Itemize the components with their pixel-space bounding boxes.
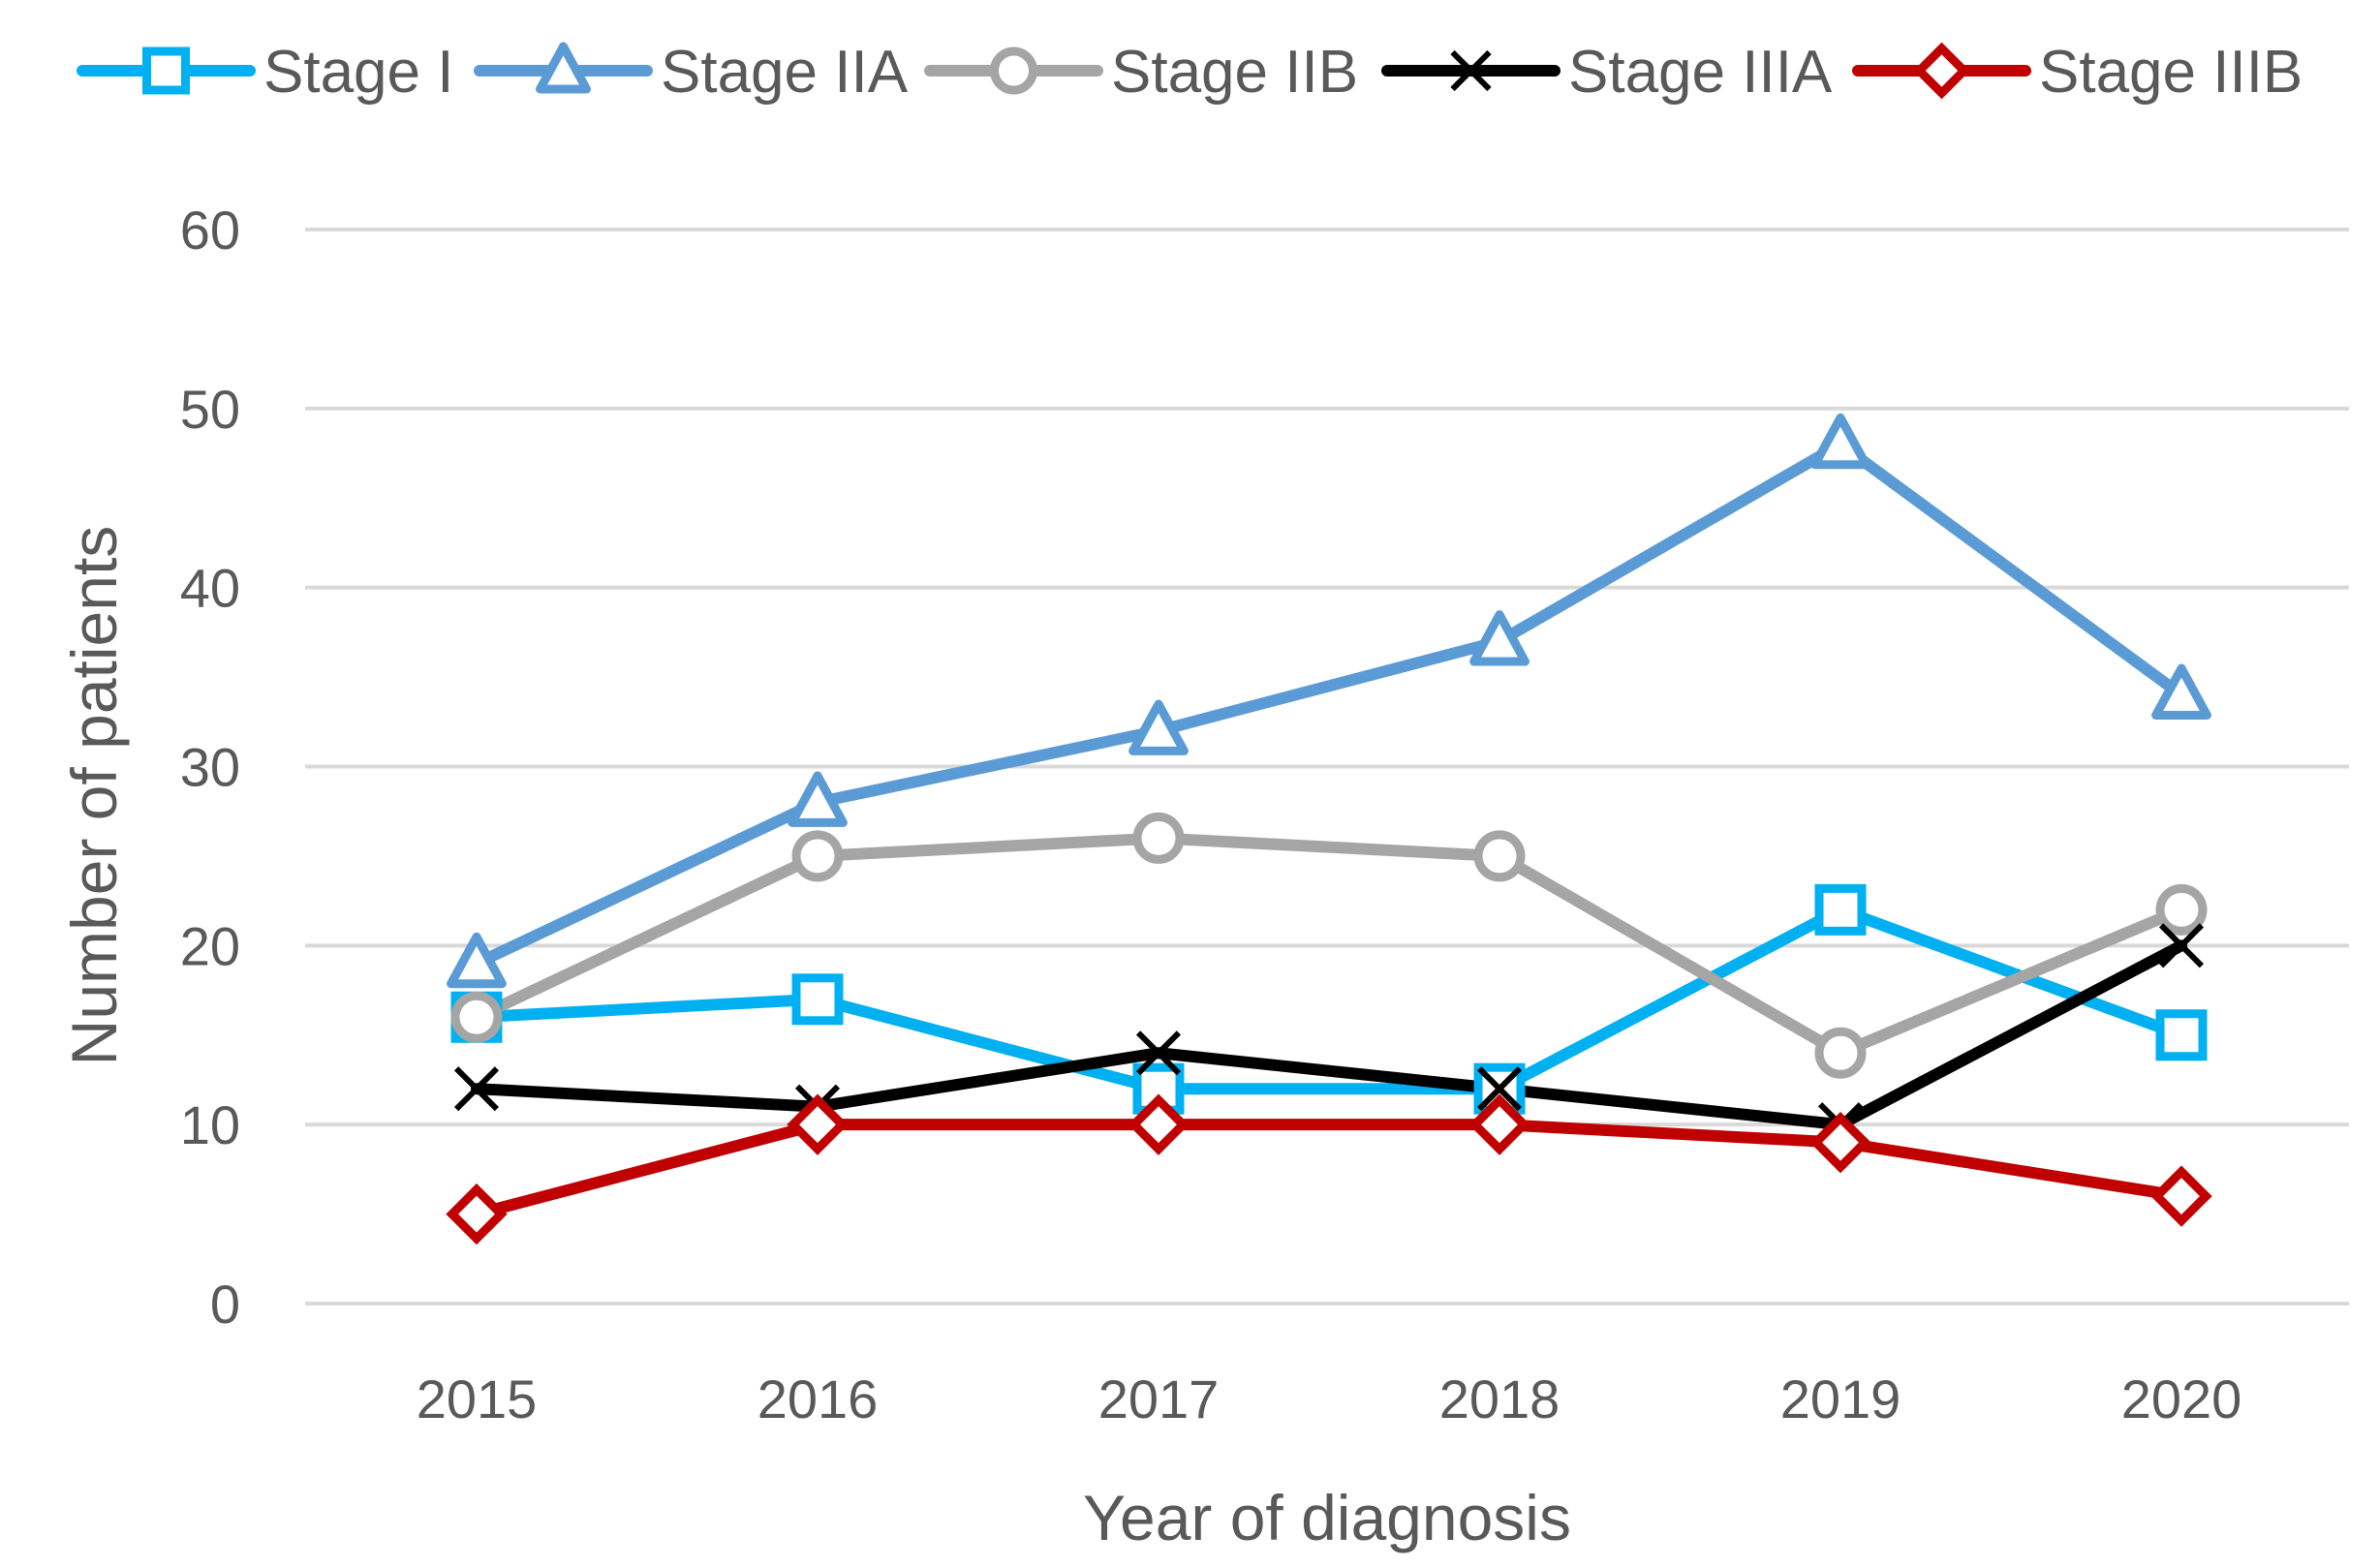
x-stroke (1450, 49, 1492, 92)
y-tick-label: 40 (180, 558, 240, 619)
legend-entry-stage-iia: Stage IIA (474, 39, 909, 106)
series-markers-stage-iia (447, 413, 2211, 989)
legend-label: Stage IIA (661, 39, 909, 106)
series-line-stage-i (471, 904, 2187, 1095)
data-point-stage-iiia-2015 (453, 1066, 500, 1112)
data-point-stage-iiib-2017 (1128, 1093, 1190, 1155)
legend-label: Stage IIIB (2039, 39, 2303, 106)
x-tick-label: 2020 (2121, 1368, 2242, 1430)
series-markers-stage-iiia (453, 923, 2205, 1148)
data-point-stage-iia-2017 (1128, 699, 1189, 755)
x-stroke (2158, 923, 2205, 968)
data-point-stage-iib-2019 (1814, 1027, 1867, 1079)
legend-marker-stage-iiia (1450, 49, 1492, 92)
data-point-stage-iiia-2018 (1476, 1066, 1523, 1112)
x-axis-ticks: 2015 2016 2017 2018 2019 2020 (417, 1368, 2242, 1430)
data-point-stage-iib-2018 (1473, 830, 1526, 882)
gridlines (305, 228, 2349, 1306)
data-point-stage-i-2017 (1132, 1062, 1185, 1115)
series-line-stage-iiib (471, 1119, 2187, 1220)
data-point-stage-iib-2017 (1132, 812, 1185, 864)
data-point-stage-iiib-2016 (787, 1093, 849, 1155)
series-markers (446, 413, 2212, 1245)
x-axis-title: Year of diagnosis (1083, 1482, 1571, 1553)
x-tick-label: 2016 (757, 1368, 879, 1430)
legend-marker-stage-iiib (1913, 42, 1970, 100)
data-point-stage-i-2020 (2155, 1009, 2208, 1061)
series-line-stage-iia (471, 438, 2187, 969)
y-axis-title: Number of patients (58, 526, 130, 1066)
data-point-stage-iia-2015 (447, 932, 507, 989)
series-markers-stage-iiib (446, 1093, 2212, 1245)
x-stroke (1135, 1030, 1182, 1076)
data-point-stage-iib-2020 (2155, 883, 2208, 936)
y-tick-label: 20 (180, 915, 240, 976)
data-point-stage-iia-2020 (2151, 663, 2211, 720)
legend-entry-stage-iiib: Stage IIIB (1852, 39, 2303, 106)
x-tick-label: 2018 (1439, 1368, 1561, 1430)
data-point-stage-iiib-2019 (1809, 1111, 1871, 1174)
data-point-stage-iia-2018 (1469, 610, 1530, 666)
x-stroke (453, 1066, 500, 1112)
y-tick-label: 10 (180, 1094, 240, 1155)
data-point-stage-iia-2019 (1810, 413, 1870, 470)
y-tick-label: 30 (180, 737, 240, 798)
x-tick-label: 2019 (1780, 1368, 1901, 1430)
data-point-stage-iiib-2020 (2150, 1165, 2212, 1227)
y-tick-label: 0 (210, 1274, 240, 1335)
x-tick-label: 2017 (1098, 1368, 1220, 1430)
data-point-stage-i-2019 (1814, 883, 1867, 936)
data-point-stage-i-2016 (791, 973, 844, 1026)
legend-marker-stage-iia (536, 42, 591, 94)
legend: Stage I Stage IIA Stage IIB Stage IIIA Stage… (77, 39, 2303, 106)
y-axis-ticks: 0 10 20 30 40 50 60 (180, 200, 240, 1335)
legend-entry-stage-iiia: Stage IIIA (1381, 39, 1833, 106)
data-point-stage-iib-2015 (450, 991, 503, 1043)
data-point-stage-iia-2016 (788, 771, 848, 827)
data-point-stage-iib-2016 (791, 830, 844, 882)
data-point-stage-iiia-2017 (1135, 1030, 1182, 1076)
series-lines (471, 438, 2187, 1220)
data-point-stage-iiib-2015 (446, 1183, 508, 1245)
y-tick-label: 60 (180, 200, 240, 261)
legend-marker-stage-iib (990, 46, 1037, 95)
legend-entry-stage-i: Stage I (77, 39, 453, 106)
data-point-stage-iiia-2020 (2158, 923, 2205, 968)
data-point-stage-iiib-2018 (1468, 1093, 1530, 1155)
legend-label: Stage IIIA (1568, 39, 1833, 106)
x-stroke (1476, 1066, 1523, 1112)
legend-label: Stage IIB (1111, 39, 1358, 106)
legend-marker-stage-i (142, 46, 190, 95)
legend-entry-stage-iib: Stage IIB (924, 39, 1358, 106)
series-line-stage-iiia (471, 939, 2187, 1131)
legend-label: Stage I (263, 39, 453, 106)
x-tick-label: 2015 (417, 1368, 538, 1430)
y-tick-label: 50 (180, 379, 240, 440)
series-markers-stage-iib (450, 812, 2208, 1079)
series-line-stage-iib (471, 832, 2187, 1060)
